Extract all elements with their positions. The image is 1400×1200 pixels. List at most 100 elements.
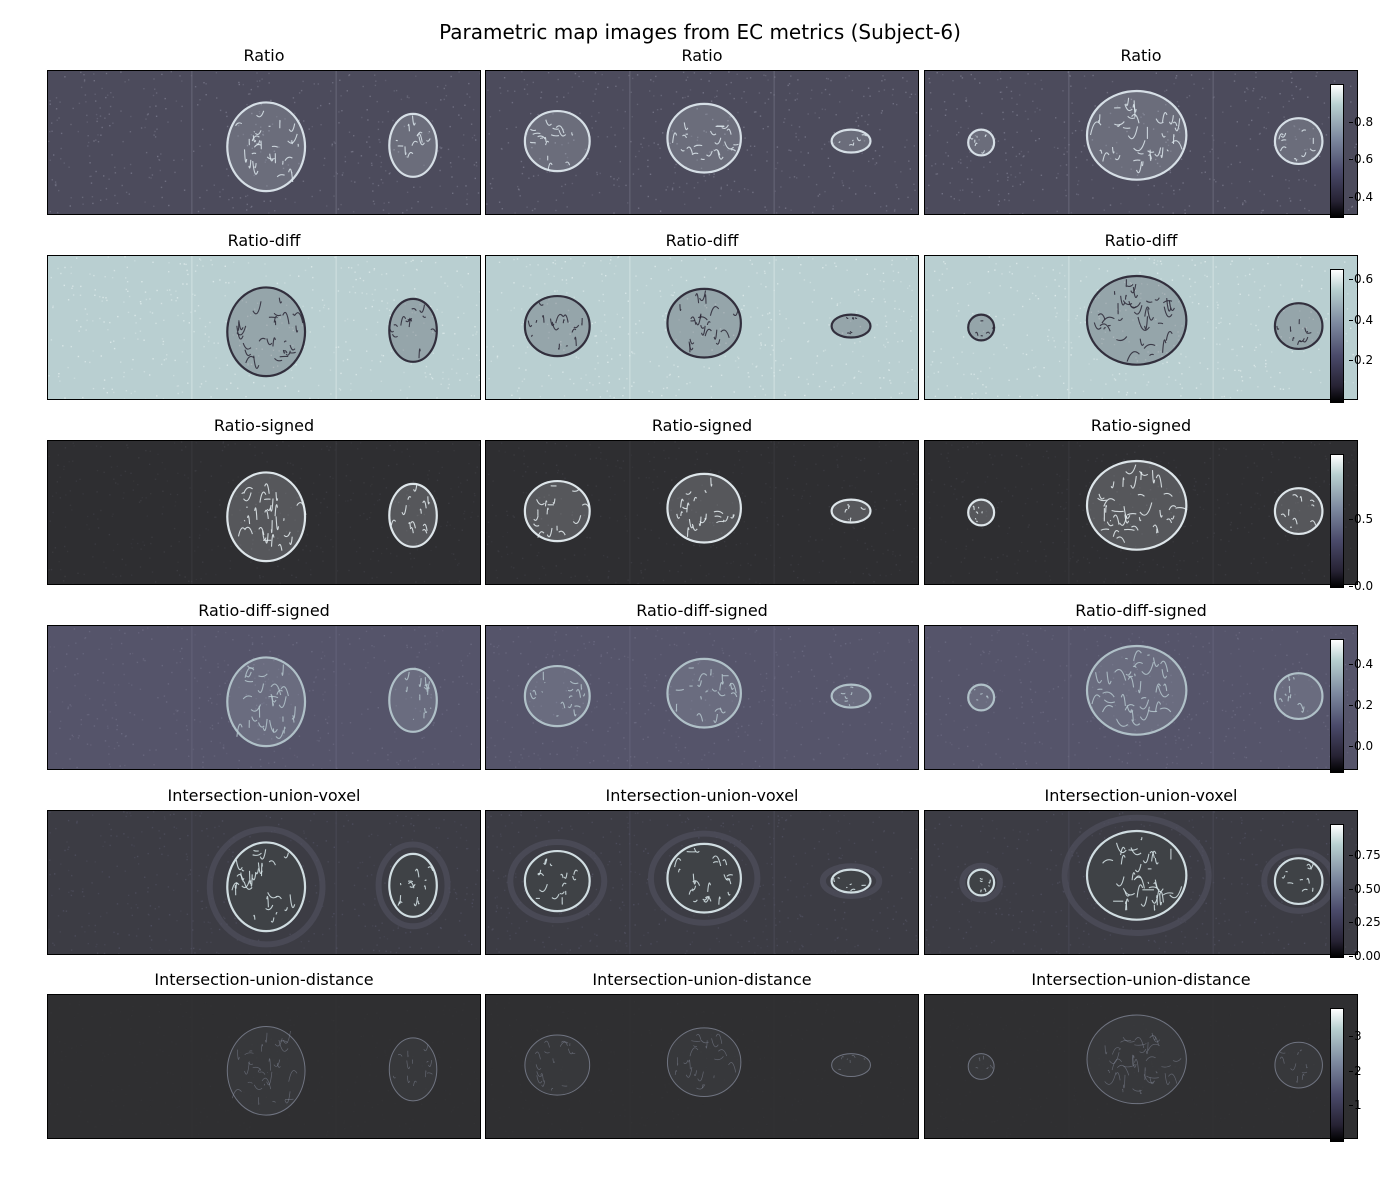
brain-structure: [967, 128, 996, 157]
noise-texture: [49, 626, 480, 769]
noise-texture: [486, 256, 916, 399]
brain-structure: [959, 862, 1003, 903]
parametric-map-panel: [47, 625, 481, 770]
colorbar-tick-label: 1: [1349, 1098, 1362, 1113]
panel-title: Ratio: [681, 46, 723, 65]
parametric-map-image: [925, 995, 1357, 1138]
panel-title: Intersection-union-voxel: [167, 786, 361, 805]
colorbar-tick-label: 0.4: [1348, 312, 1374, 327]
noise-texture: [486, 627, 915, 769]
brain-structure: [666, 472, 742, 544]
parametric-map-image: [925, 256, 1357, 399]
brain-structure: [388, 667, 438, 733]
noise-texture: [48, 441, 480, 584]
brain-structure: [523, 479, 591, 543]
brain-structure: [830, 313, 872, 339]
noise-texture: [486, 995, 918, 1138]
brain-structure: [1273, 302, 1324, 351]
panel-title: Intersection-union-distance: [1031, 970, 1251, 989]
brain-structure: [388, 112, 438, 178]
panel-title: Ratio-signed: [651, 416, 753, 435]
parametric-map-panel: [924, 994, 1358, 1139]
parametric-map-image: [48, 626, 480, 769]
colorbar-tick-label: 3: [1349, 1028, 1362, 1043]
panel-title: Ratio-diff: [665, 231, 739, 250]
colorbar-tick-label: 0.0: [1348, 579, 1374, 593]
panel-background: [925, 71, 1357, 214]
brain-structure: [1086, 1014, 1187, 1105]
brain-structure: [819, 863, 883, 899]
colorbar-tick-label: 0.2: [1348, 353, 1374, 368]
parametric-map-panel: [485, 255, 919, 400]
brain-structure: [1273, 672, 1324, 721]
brain-structure: [1274, 1041, 1323, 1089]
parametric-map-image: [925, 441, 1357, 584]
brain-structure: [666, 1027, 742, 1098]
noise-texture: [48, 71, 480, 214]
brain-structure: [226, 101, 307, 193]
parametric-map-image: [48, 995, 480, 1138]
parametric-map-panel: [485, 810, 919, 955]
parametric-map-panel: [485, 625, 919, 770]
brain-structure: [388, 482, 438, 548]
parametric-map-panel: [47, 810, 481, 955]
parametric-map-image: [925, 626, 1357, 769]
colorbar-tick-label: 0.0: [1348, 739, 1374, 754]
panel-title: Intersection-union-voxel: [605, 786, 799, 805]
brain-structure: [1061, 814, 1212, 936]
colorbar-tick-label: 0.25: [1349, 915, 1381, 930]
brain-structure: [226, 471, 307, 563]
noise-texture: [486, 71, 918, 214]
brain-structure: [967, 498, 996, 527]
colorbar: [1330, 1008, 1344, 1142]
figure-title: Parametric map images from EC metrics (S…: [439, 20, 961, 44]
panel-title: Ratio-diff-signed: [636, 601, 768, 620]
colorbar: [1330, 454, 1344, 588]
colorbar-tick-label: 0.75: [1349, 847, 1381, 862]
parametric-map-panel: [47, 255, 481, 400]
parametric-map-image: [486, 626, 918, 769]
noise-texture: [49, 995, 480, 1138]
brain-structure: [1273, 487, 1324, 536]
noise-texture: [486, 441, 918, 584]
panel-background: [486, 995, 918, 1138]
brain-structure: [226, 286, 307, 378]
brain-structure: [226, 1025, 306, 1116]
brain-structure: [1085, 459, 1188, 551]
colorbar: [1330, 84, 1344, 218]
colorbar-tick-label: 0.4: [1348, 656, 1374, 671]
panel-title: Ratio: [243, 46, 285, 65]
colorbar-tick-label: 0.4: [1348, 190, 1374, 205]
brain-structure: [1085, 644, 1188, 736]
brain-structure: [967, 683, 996, 712]
parametric-map-panel: [485, 440, 919, 585]
brain-structure: [388, 297, 438, 363]
brain-structure: [523, 294, 591, 358]
panel-title: Ratio: [1120, 46, 1162, 65]
brain-structure: [507, 839, 608, 924]
brain-structure: [1273, 117, 1324, 166]
parametric-map-image: [486, 811, 918, 954]
brain-structure: [666, 102, 742, 174]
brain-structure: [831, 1053, 871, 1078]
parametric-map-image: [486, 441, 918, 584]
parametric-map-panel: [924, 810, 1358, 955]
brain-structure: [967, 1053, 995, 1080]
brain-structure: [830, 128, 872, 154]
brain-structure: [226, 656, 307, 748]
parametric-map-image: [486, 995, 918, 1138]
parametric-map-panel: [47, 440, 481, 585]
panel-background: [48, 995, 480, 1138]
parametric-map-image: [925, 71, 1357, 214]
colorbar-tick-label: 0.6: [1348, 152, 1374, 167]
panel-background: [486, 71, 918, 214]
brain-structure: [830, 683, 872, 709]
brain-structure: [523, 109, 591, 173]
parametric-map-image: [486, 256, 918, 399]
panel-title: Intersection-union-voxel: [1044, 786, 1238, 805]
brain-structure: [523, 664, 591, 728]
panel-background: [486, 441, 918, 584]
colorbar-tick-label: 0.6: [1348, 272, 1374, 287]
parametric-map-image: [48, 811, 480, 954]
parametric-map-panel: [924, 255, 1358, 400]
